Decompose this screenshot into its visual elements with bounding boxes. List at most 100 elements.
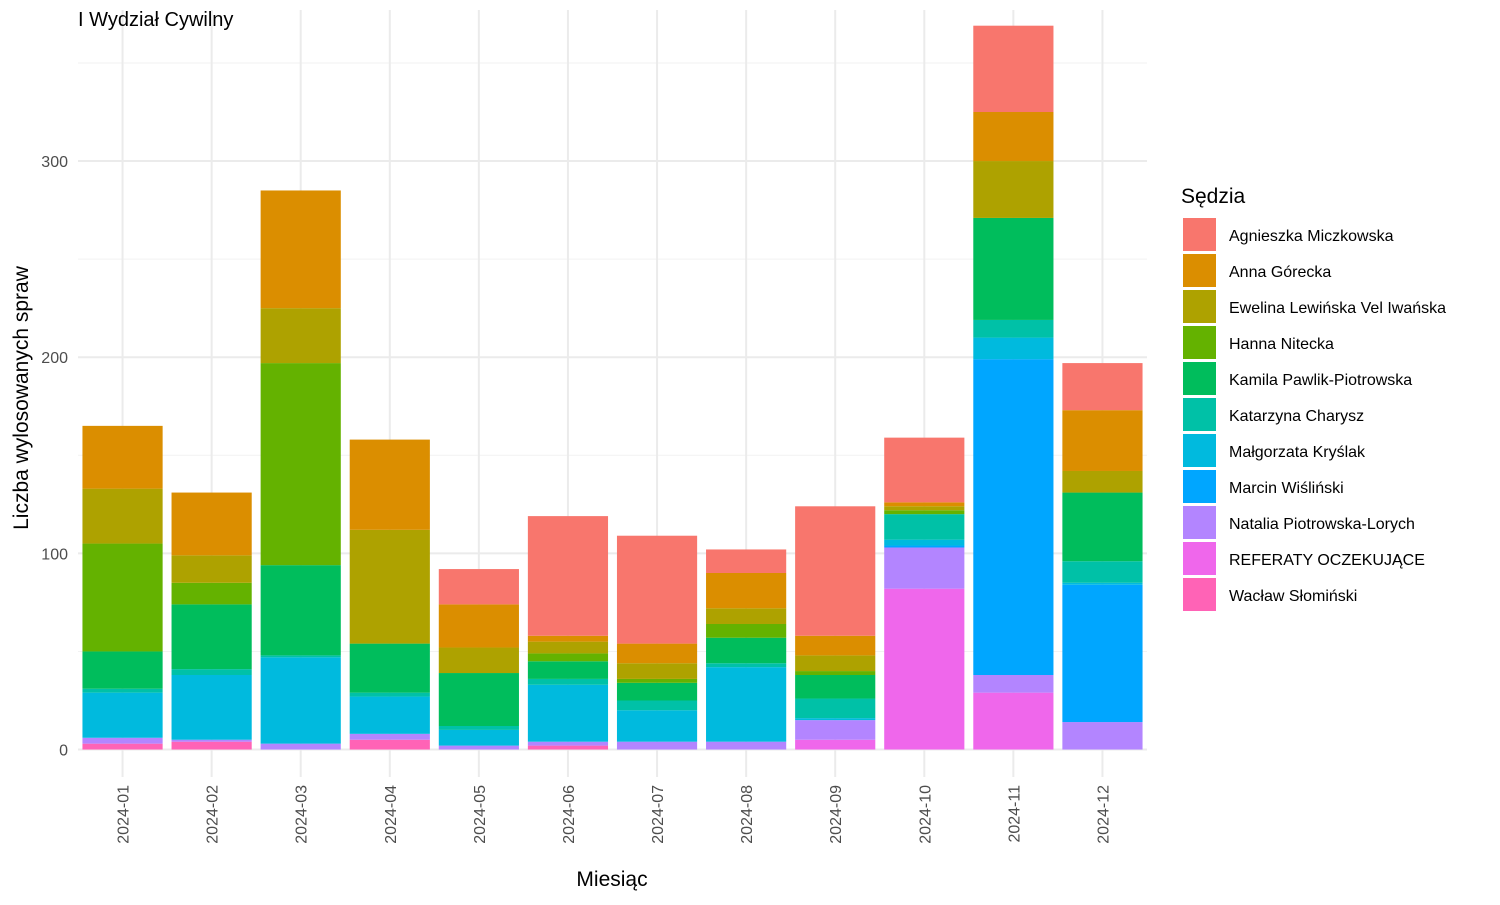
x-tick-label: 2024-02 xyxy=(205,785,222,844)
bar-segment: 2024-06 — Wacław Słomiński: 2 xyxy=(527,745,609,750)
legend-key xyxy=(1183,218,1216,251)
bar-segment: 2024-11 — REFERATY OCZEKUJĄCE: 29 xyxy=(973,692,1054,750)
legend-key xyxy=(1183,398,1216,431)
bar-segment: 2024-12 — Ewelina Lewińska Vel Iwańska: … xyxy=(1062,470,1143,493)
bar-segment: 2024-01 — Anna Górecka: 32 xyxy=(82,425,163,489)
bar-segment: 2024-04 — Małgorzata Kryślak: 19 xyxy=(349,696,430,734)
y-tick-label: 300 xyxy=(41,154,68,171)
bar-segment: 2024-09 — Anna Górecka: 10 xyxy=(795,635,876,656)
bar-segment: 2024-05 — Natalia Piotrowska-Lorych: 2 xyxy=(438,745,519,750)
bar-segment: 2024-07 — Hanna Nitecka: 2 xyxy=(616,678,698,683)
bar-segment: 2024-10 — Małgorzata Kryślak: 3 xyxy=(884,539,965,546)
bar-segment: 2024-05 — Katarzyna Charysz: 2 xyxy=(438,725,519,730)
y-tick-label: 200 xyxy=(41,350,68,367)
bar-segment: 2024-11 — Marcin Wiśliński: 161 xyxy=(973,359,1054,675)
bar-segment: 2024-02 — Kamila Pawlik-Piotrowska: 33 xyxy=(171,604,252,670)
bar-segment: 2024-08 — Kamila Pawlik-Piotrowska: 13 xyxy=(706,637,787,664)
bar-segment: 2024-10 — Hanna Nitecka: 2 xyxy=(884,510,965,515)
bar-segment: 2024-07 — Małgorzata Kryślak: 16 xyxy=(616,710,698,742)
legend-key xyxy=(1183,542,1216,575)
bar-segment: 2024-10 — Katarzyna Charysz: 13 xyxy=(884,514,965,540)
y-axis-label: Liczba wylosowanych spraw xyxy=(10,265,33,530)
bar-segment: 2024-06 — Anna Górecka: 3 xyxy=(527,635,609,642)
bar-segment: 2024-06 — Małgorzata Kryślak: 29 xyxy=(527,684,609,742)
bar-segment: 2024-04 — Natalia Piotrowska-Lorych: 3 xyxy=(349,733,430,740)
x-axis-ticks: 2024-01 2024-02 2024-03 2024-04 2024-05 2024-… xyxy=(116,785,1113,844)
legend-key xyxy=(1183,434,1216,467)
bar-segment: 2024-06 — Agnieszka Miczkowska: 61 xyxy=(527,516,609,636)
legend-key xyxy=(1183,470,1216,503)
bar-segment: 2024-05 — Ewelina Lewińska Vel Iwańska: … xyxy=(438,647,519,674)
bar-segment: 2024-08 — Anna Górecka: 18 xyxy=(706,572,787,609)
bar-segment: 2024-09 — Natalia Piotrowska-Lorych: 10 xyxy=(795,720,876,740)
bar-segment: 2024-04 — Ewelina Lewińska Vel Iwańska: … xyxy=(349,529,430,644)
bar-segment: 2024-09 — REFERATY OCZEKUJĄCE: 5 xyxy=(795,739,876,750)
bar-segment: 2024-11 — Natalia Piotrowska-Lorych: 9 xyxy=(973,674,1054,693)
bar-segment: 2024-12 — Agnieszka Miczkowska: 24 xyxy=(1062,363,1143,411)
bar-segment: 2024-07 — Ewelina Lewińska Vel Iwańska: … xyxy=(616,663,698,679)
bar-segment: 2024-12 — Kamila Pawlik-Piotrowska: 35 xyxy=(1062,492,1143,562)
legend-key xyxy=(1183,362,1216,395)
x-tick-label: 2024-04 xyxy=(383,785,400,844)
bar-segment: 2024-09 — Hanna Nitecka: 2 xyxy=(795,671,876,675)
bar-segment: 2024-02 — Katarzyna Charysz: 3 xyxy=(171,669,252,675)
bar-segment: 2024-04 — Wacław Słomiński: 5 xyxy=(349,739,430,750)
bar-segment: 2024-06 — Katarzyna Charysz: 3 xyxy=(527,678,609,685)
bar-segment: 2024-03 — Katarzyna Charysz: 1 xyxy=(260,655,341,658)
y-tick-label: 100 xyxy=(41,546,68,563)
legend-label: Natalia Piotrowska-Lorych xyxy=(1229,516,1415,533)
bar-segment: 2024-11 — Agnieszka Miczkowska: 44 xyxy=(973,25,1054,113)
bar-segment: 2024-02 — Wacław Słomiński: 4 xyxy=(171,741,252,750)
bar-segment: 2024-08 — Ewelina Lewińska Vel Iwańska: … xyxy=(706,608,787,624)
bar-segment: 2024-02 — Ewelina Lewińska Vel Iwańska: … xyxy=(171,555,252,583)
x-tick-label: 2024-01 xyxy=(116,785,133,844)
legend-key xyxy=(1183,506,1216,539)
bar-segment: 2024-06 — Natalia Piotrowska-Lorych: 2 xyxy=(527,741,609,746)
bar-segment: 2024-08 — Małgorzata Kryślak: 38 xyxy=(706,667,787,742)
legend-key xyxy=(1183,254,1216,287)
bar-segment: 2024-01 — Hanna Nitecka: 55 xyxy=(82,543,163,652)
bar-segment: 2024-03 — Ewelina Lewińska Vel Iwańska: … xyxy=(260,308,341,364)
bar-segment: 2024-06 — Hanna Nitecka: 4 xyxy=(527,653,609,662)
bar-segment: 2024-02 — Hanna Nitecka: 11 xyxy=(171,582,252,605)
bar-segment: 2024-11 — Małgorzata Kryślak: 11 xyxy=(973,337,1054,360)
bar-segment: 2024-12 — Małgorzata Kryślak: 1 xyxy=(1062,582,1143,585)
x-tick-label: 2024-09 xyxy=(828,785,845,844)
bar-segment: 2024-11 — Ewelina Lewińska Vel Iwańska: … xyxy=(973,161,1054,218)
bar-segment: 2024-08 — Katarzyna Charysz: 2 xyxy=(706,663,787,668)
legend-label: Marcin Wiśliński xyxy=(1229,480,1344,497)
legend-label: Ewelina Lewińska Vel Iwańska xyxy=(1229,300,1446,317)
bar-segment: 2024-10 — Marcin Wiśliński: 1 xyxy=(884,545,965,548)
bar-segment: 2024-12 — Natalia Piotrowska-Lorych: 14 xyxy=(1062,722,1143,750)
chart-title: I Wydział Cywilny xyxy=(78,9,233,31)
legend-label: Katarzyna Charysz xyxy=(1229,408,1364,425)
y-axis-ticks: 0 100 200 300 xyxy=(41,154,68,759)
x-tick-label: 2024-05 xyxy=(472,785,489,844)
bar-segment: 2024-06 — Ewelina Lewińska Vel Iwańska: … xyxy=(527,641,609,654)
legend-label: Agnieszka Miczkowska xyxy=(1229,228,1394,245)
bar-segment: 2024-06 — Kamila Pawlik-Piotrowska: 9 xyxy=(527,661,609,679)
bar-segment: 2024-05 — Małgorzata Kryślak: 8 xyxy=(438,729,519,746)
bar-segment: 2024-11 — Anna Górecka: 25 xyxy=(973,112,1054,162)
legend-label: Wacław Słomiński xyxy=(1229,588,1357,605)
legend-label: Kamila Pawlik-Piotrowska xyxy=(1229,372,1412,389)
bar-segment: 2024-01 — Małgorzata Kryślak: 23 xyxy=(82,692,163,738)
y-tick-label: 0 xyxy=(59,743,68,760)
bar-segment: 2024-05 — Kamila Pawlik-Piotrowska: 27 xyxy=(438,673,519,726)
bar-segment: 2024-11 — Katarzyna Charysz: 9 xyxy=(973,319,1054,338)
bar-segment: 2024-09 — Kamila Pawlik-Piotrowska: 12 xyxy=(795,674,876,699)
x-tick-label: 2024-11 xyxy=(1006,785,1023,843)
bar-segment: 2024-03 — Hanna Nitecka: 103 xyxy=(260,363,341,566)
bar-segment: 2024-05 — Agnieszka Miczkowska: 18 xyxy=(438,569,519,605)
x-axis-label: Miesiąc xyxy=(576,868,647,891)
bar-segment: 2024-03 — Małgorzata Kryślak: 44 xyxy=(260,657,341,744)
bar-segment: 2024-10 — Agnieszka Miczkowska: 33 xyxy=(884,437,965,503)
legend-title: Sędzia xyxy=(1181,185,1246,208)
bar-segment: 2024-12 — Anna Górecka: 31 xyxy=(1062,410,1143,471)
bar-segment: 2024-02 — Małgorzata Kryślak: 33 xyxy=(171,674,252,740)
bar-segment: 2024-01 — Wacław Słomiński: 3 xyxy=(82,743,163,750)
bar-segment: 2024-07 — Katarzyna Charysz: 5 xyxy=(616,700,698,711)
legend: Sędzia Agnieszka Miczkowska Anna Górecka E… xyxy=(1181,185,1446,611)
